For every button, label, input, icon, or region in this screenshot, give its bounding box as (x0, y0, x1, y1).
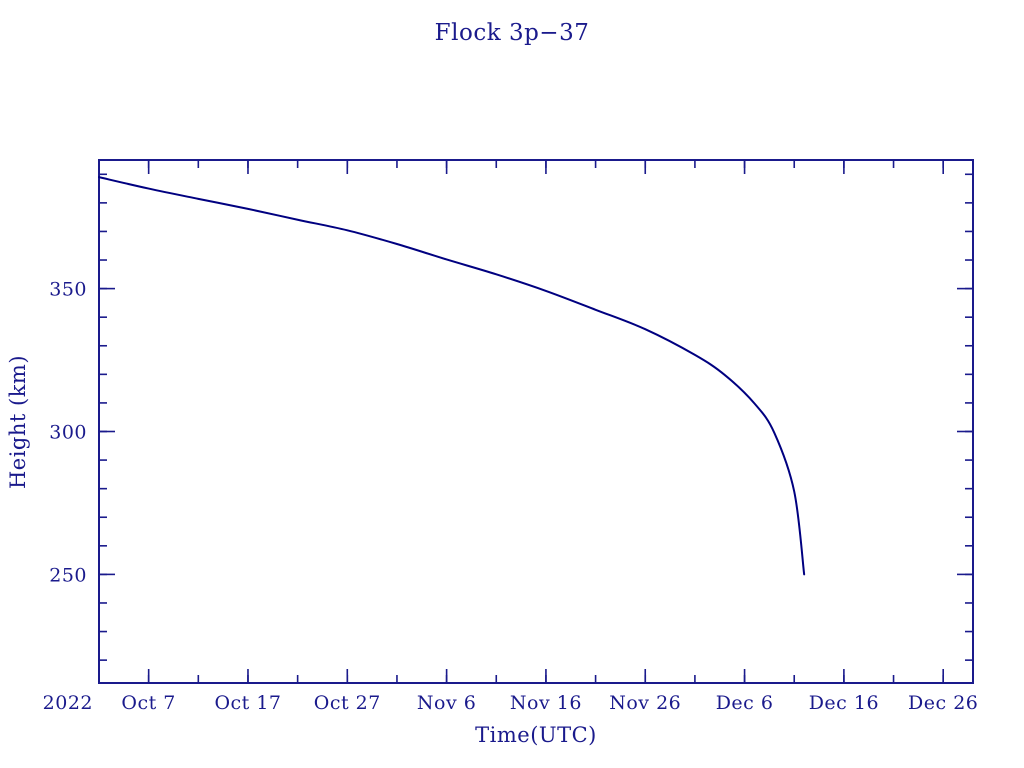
y-axis-title: Height (km) (6, 355, 30, 489)
y-axis-tick-label: 250 (49, 564, 87, 586)
x-axis-tick-labels: Oct 7 Oct 17 Oct 27 Nov 6 Nov 16 Nov 26 Dec 6 D… (121, 692, 978, 714)
x-axis-tick-label: Oct 27 (314, 692, 381, 714)
x-axis-tick-label: Dec 16 (809, 692, 879, 714)
x-axis-tick-label: Oct 17 (214, 692, 281, 714)
x-axis-tick-label: Dec 26 (908, 692, 978, 714)
y-axis-tick-labels: 250 300 350 (49, 279, 87, 587)
axis-tick-marks (98, 160, 973, 683)
x-axis-tick-label: Nov 26 (609, 692, 681, 714)
x-axis-tick-label: Oct 7 (121, 692, 175, 714)
plot-frame (98, 159, 974, 684)
x-axis-tick-label: Dec 6 (716, 692, 774, 714)
x-axis-year-label: 2022 (43, 692, 93, 714)
height-decay-curve (98, 176, 806, 576)
y-axis-tick-label: 300 (49, 422, 87, 444)
y-axis-tick-label: 350 (49, 279, 87, 301)
x-axis-title: Time(UTC) (475, 723, 597, 747)
chart-title: Flock 3p−37 (435, 20, 590, 46)
x-axis-tick-label: Nov 6 (417, 692, 476, 714)
x-axis-tick-label: Nov 16 (510, 692, 582, 714)
